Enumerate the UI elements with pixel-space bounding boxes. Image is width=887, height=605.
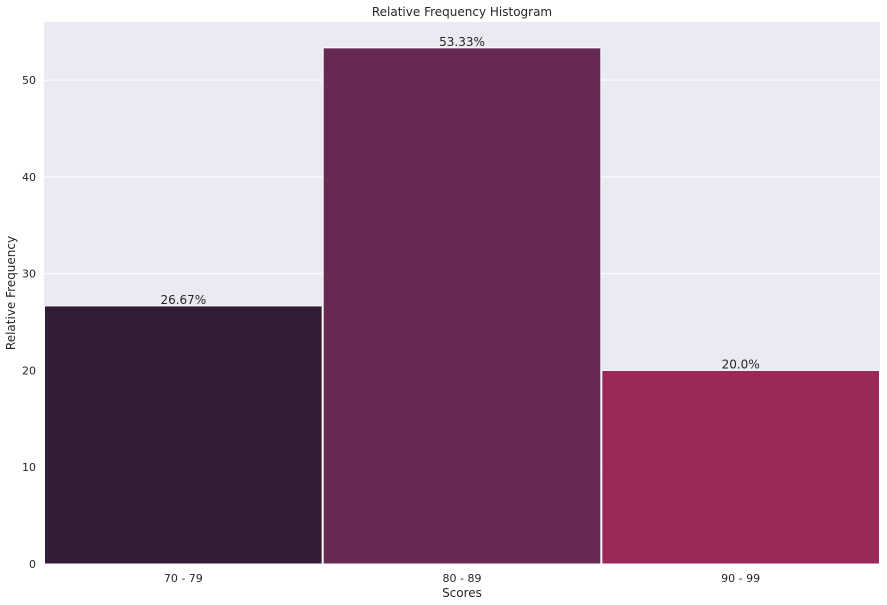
x-axis-label: Scores	[442, 586, 482, 600]
bar	[322, 47, 602, 565]
bar	[601, 369, 880, 565]
x-tick-label: 80 - 89	[443, 572, 482, 585]
bar-value-label: 26.67%	[160, 293, 206, 307]
data-labels: 26.67% 53.33% 20.0%	[160, 35, 759, 372]
x-tick-label: 90 - 99	[721, 572, 760, 585]
y-axis-label: Relative Frequency	[4, 236, 18, 350]
y-tick-label: 40	[22, 171, 36, 184]
bar-value-label: 20.0%	[722, 357, 760, 371]
x-ticks: 70 - 79 80 - 89 90 - 99	[164, 572, 760, 585]
y-ticks: 0 10 20 30 40 50	[22, 74, 36, 571]
y-tick-label: 0	[29, 558, 36, 571]
y-tick-label: 50	[22, 74, 36, 87]
y-tick-label: 10	[22, 461, 36, 474]
y-tick-label: 30	[22, 268, 36, 281]
chart-title: Relative Frequency Histogram	[372, 5, 552, 19]
x-tick-label: 70 - 79	[164, 572, 203, 585]
y-tick-label: 20	[22, 364, 36, 377]
bars	[44, 47, 880, 565]
bar-value-label: 53.33%	[439, 35, 485, 49]
bar	[44, 305, 323, 565]
